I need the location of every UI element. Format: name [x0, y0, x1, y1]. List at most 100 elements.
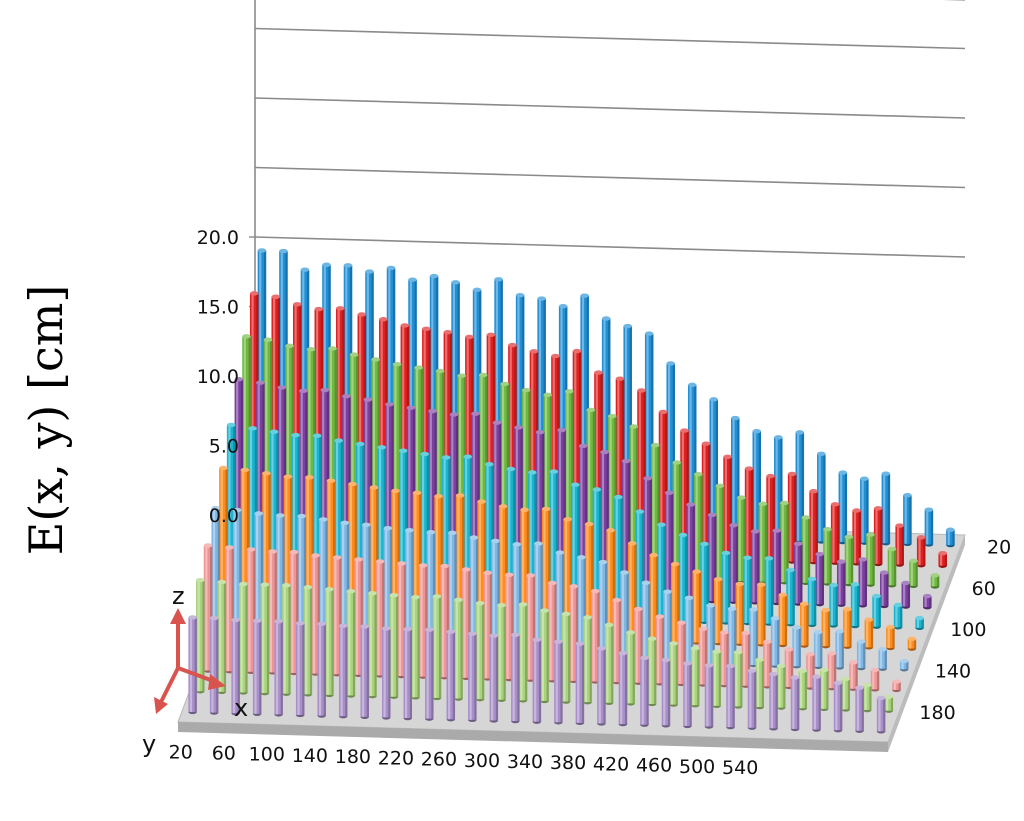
z-tick-label: 5.0	[209, 436, 239, 458]
bar	[618, 650, 628, 727]
bar	[887, 546, 897, 588]
bar	[829, 582, 838, 628]
z-axis-letter: z	[172, 582, 185, 610]
bar	[856, 639, 866, 671]
bar	[712, 649, 721, 708]
bar	[669, 641, 678, 707]
bar	[770, 616, 780, 668]
bar	[784, 647, 794, 690]
bar	[878, 646, 887, 671]
y-arrowhead-icon	[154, 697, 168, 714]
x-arrowhead-icon	[208, 674, 226, 690]
bar	[733, 649, 743, 709]
x-tick-label: 140	[292, 745, 328, 767]
floor-front-edge	[178, 722, 888, 752]
bar	[786, 567, 795, 627]
wall-gridline	[254, 27, 966, 50]
bar	[317, 621, 326, 718]
x-tick-label: 500	[679, 756, 715, 778]
bar	[892, 679, 901, 693]
bar	[876, 695, 886, 734]
z-tick-label: 20.0	[197, 227, 239, 249]
bar	[647, 636, 657, 707]
bar	[626, 630, 635, 706]
x-tick-label: 20	[169, 741, 193, 763]
bar	[858, 557, 867, 608]
bar	[704, 663, 714, 729]
bar	[747, 668, 757, 730]
bar	[863, 682, 872, 713]
x-tick-label: 460	[636, 755, 672, 777]
axis-orientation-indicator: z x y	[142, 582, 248, 758]
bar	[381, 626, 391, 720]
bar	[282, 583, 291, 696]
x-tick-label: 220	[378, 747, 414, 769]
bar	[776, 663, 786, 710]
bar	[540, 608, 549, 704]
bar	[800, 601, 809, 648]
bar	[772, 528, 781, 606]
x-tick-label: 540	[722, 757, 758, 779]
bar	[830, 502, 840, 565]
bar	[661, 657, 671, 728]
bar	[425, 627, 434, 721]
bar	[872, 593, 881, 629]
bar	[843, 606, 852, 649]
bar	[815, 551, 824, 607]
bar	[604, 622, 614, 705]
bar	[844, 534, 854, 587]
bar	[640, 655, 649, 727]
bar	[475, 601, 485, 702]
y-tick-label: 20	[987, 536, 1011, 558]
bar	[209, 615, 219, 715]
bar	[798, 668, 807, 711]
bar	[389, 593, 399, 699]
chart-walls	[249, 0, 966, 516]
bar	[821, 607, 831, 649]
x-tick-label: 380	[550, 752, 586, 774]
bar	[188, 615, 197, 715]
bar	[903, 492, 912, 547]
bar	[850, 582, 860, 629]
bar	[360, 624, 369, 720]
bar	[807, 576, 817, 628]
bar	[836, 559, 846, 607]
bar	[518, 602, 528, 703]
wall-gridline	[254, 97, 966, 119]
bar	[893, 602, 903, 630]
x-tick-label: 420	[593, 753, 629, 775]
bar	[729, 523, 738, 604]
bar	[726, 663, 735, 730]
bar	[561, 611, 571, 704]
bar	[446, 629, 456, 722]
bar	[792, 625, 801, 669]
x-tick-label: 260	[421, 749, 457, 771]
bar	[924, 507, 934, 547]
bar	[946, 527, 955, 548]
bar	[575, 641, 585, 726]
bar	[881, 471, 891, 546]
bar	[690, 646, 700, 708]
bar	[368, 591, 377, 699]
bar	[916, 535, 926, 568]
bar	[532, 637, 542, 724]
z-tick-label: 10.0	[197, 366, 239, 388]
bar	[489, 633, 499, 723]
bar	[870, 667, 880, 692]
floor-side-edge	[888, 535, 965, 752]
bar	[468, 631, 477, 723]
bar	[812, 674, 821, 732]
z-axis-ticks: 0.0 5.0 10.0 15.0 20.0	[197, 227, 239, 527]
bar	[852, 508, 861, 566]
bar	[833, 680, 843, 733]
bar	[196, 577, 205, 694]
z-axis-label: E(x, y) [cm]	[19, 285, 73, 556]
bar	[749, 607, 758, 668]
bar	[755, 657, 764, 710]
x-tick-label: 340	[507, 751, 543, 773]
bar	[260, 582, 270, 696]
y-tick-label: 140	[935, 661, 971, 683]
z-arrowhead-icon	[170, 608, 186, 624]
